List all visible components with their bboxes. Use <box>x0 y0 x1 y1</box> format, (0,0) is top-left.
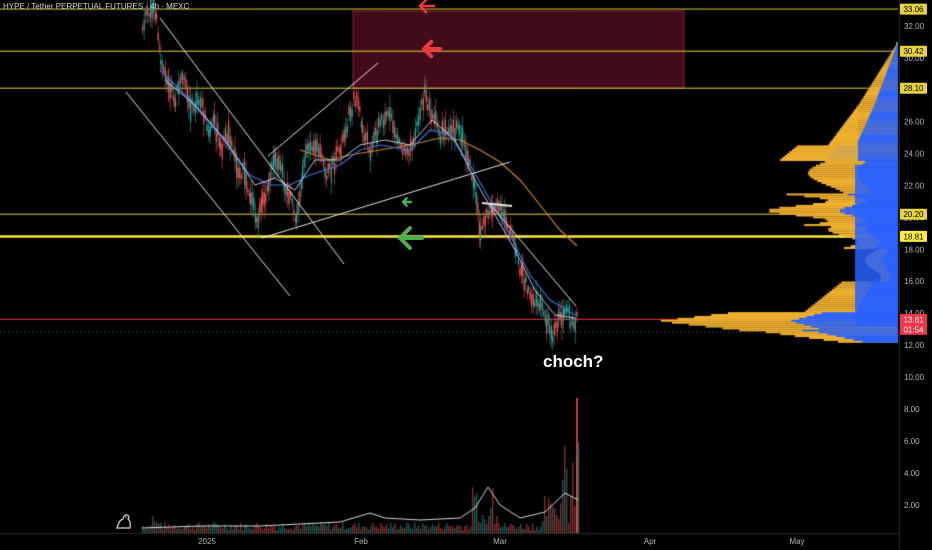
price-badge-bg <box>900 230 927 242</box>
time-axis-label: Mar <box>493 537 507 546</box>
price-badge: 33.06 <box>903 5 924 14</box>
price-badge-bg <box>900 323 927 335</box>
red-arrow-left-icon <box>422 39 442 59</box>
time-axis-label: May <box>789 537 804 546</box>
price-badge-bg <box>900 3 927 15</box>
price-badge: 28.10 <box>903 84 924 93</box>
price-badge: 18.81 <box>903 232 924 241</box>
price-axis-tick: 8.00 <box>904 405 920 414</box>
price-axis-tick: 12.00 <box>904 341 925 350</box>
green-arrow-left-icon <box>398 226 424 250</box>
price-axis-tick: 14.00 <box>904 309 925 318</box>
price-axis-tick: 6.00 <box>904 437 920 446</box>
tradingview-logo-icon <box>116 514 131 529</box>
price-axis-tick: 24.00 <box>904 150 925 159</box>
time-axis-label: Apr <box>644 537 657 546</box>
price-badge-bg <box>900 82 927 94</box>
price-badge-bg <box>900 45 927 57</box>
price-axis-tick: 16.00 <box>904 277 925 286</box>
price-axis-tick: 30.00 <box>904 54 925 63</box>
price-axis-tick: 22.00 <box>904 182 925 191</box>
symbol-title[interactable]: HYPE / Tether PERPETUAL FUTURES · 4h · M… <box>3 2 190 11</box>
choch-annotation: choch? <box>543 352 604 371</box>
price-badge-bg <box>900 208 927 220</box>
price-axis-tick: 18.00 <box>904 245 925 254</box>
price-badge: 30.42 <box>903 47 924 56</box>
price-badge: 13.61 <box>903 315 924 324</box>
time-axis-label: Feb <box>354 537 368 546</box>
time-axis-label: 2025 <box>198 537 216 546</box>
red-arrow-left-icon <box>418 0 436 14</box>
price-axis-tick: 2.00 <box>904 501 920 510</box>
price-badge-bg <box>900 313 927 325</box>
countdown-badge: 01:54 <box>903 325 924 334</box>
green-arrow-left-icon <box>401 197 413 207</box>
price-axis-tick: 4.00 <box>904 469 920 478</box>
price-badge: 20.20 <box>903 210 924 219</box>
price-axis-tick: 10.00 <box>904 373 925 382</box>
price-axis-tick: 32.00 <box>904 22 925 31</box>
price-axis-tick: 26.00 <box>904 118 925 127</box>
